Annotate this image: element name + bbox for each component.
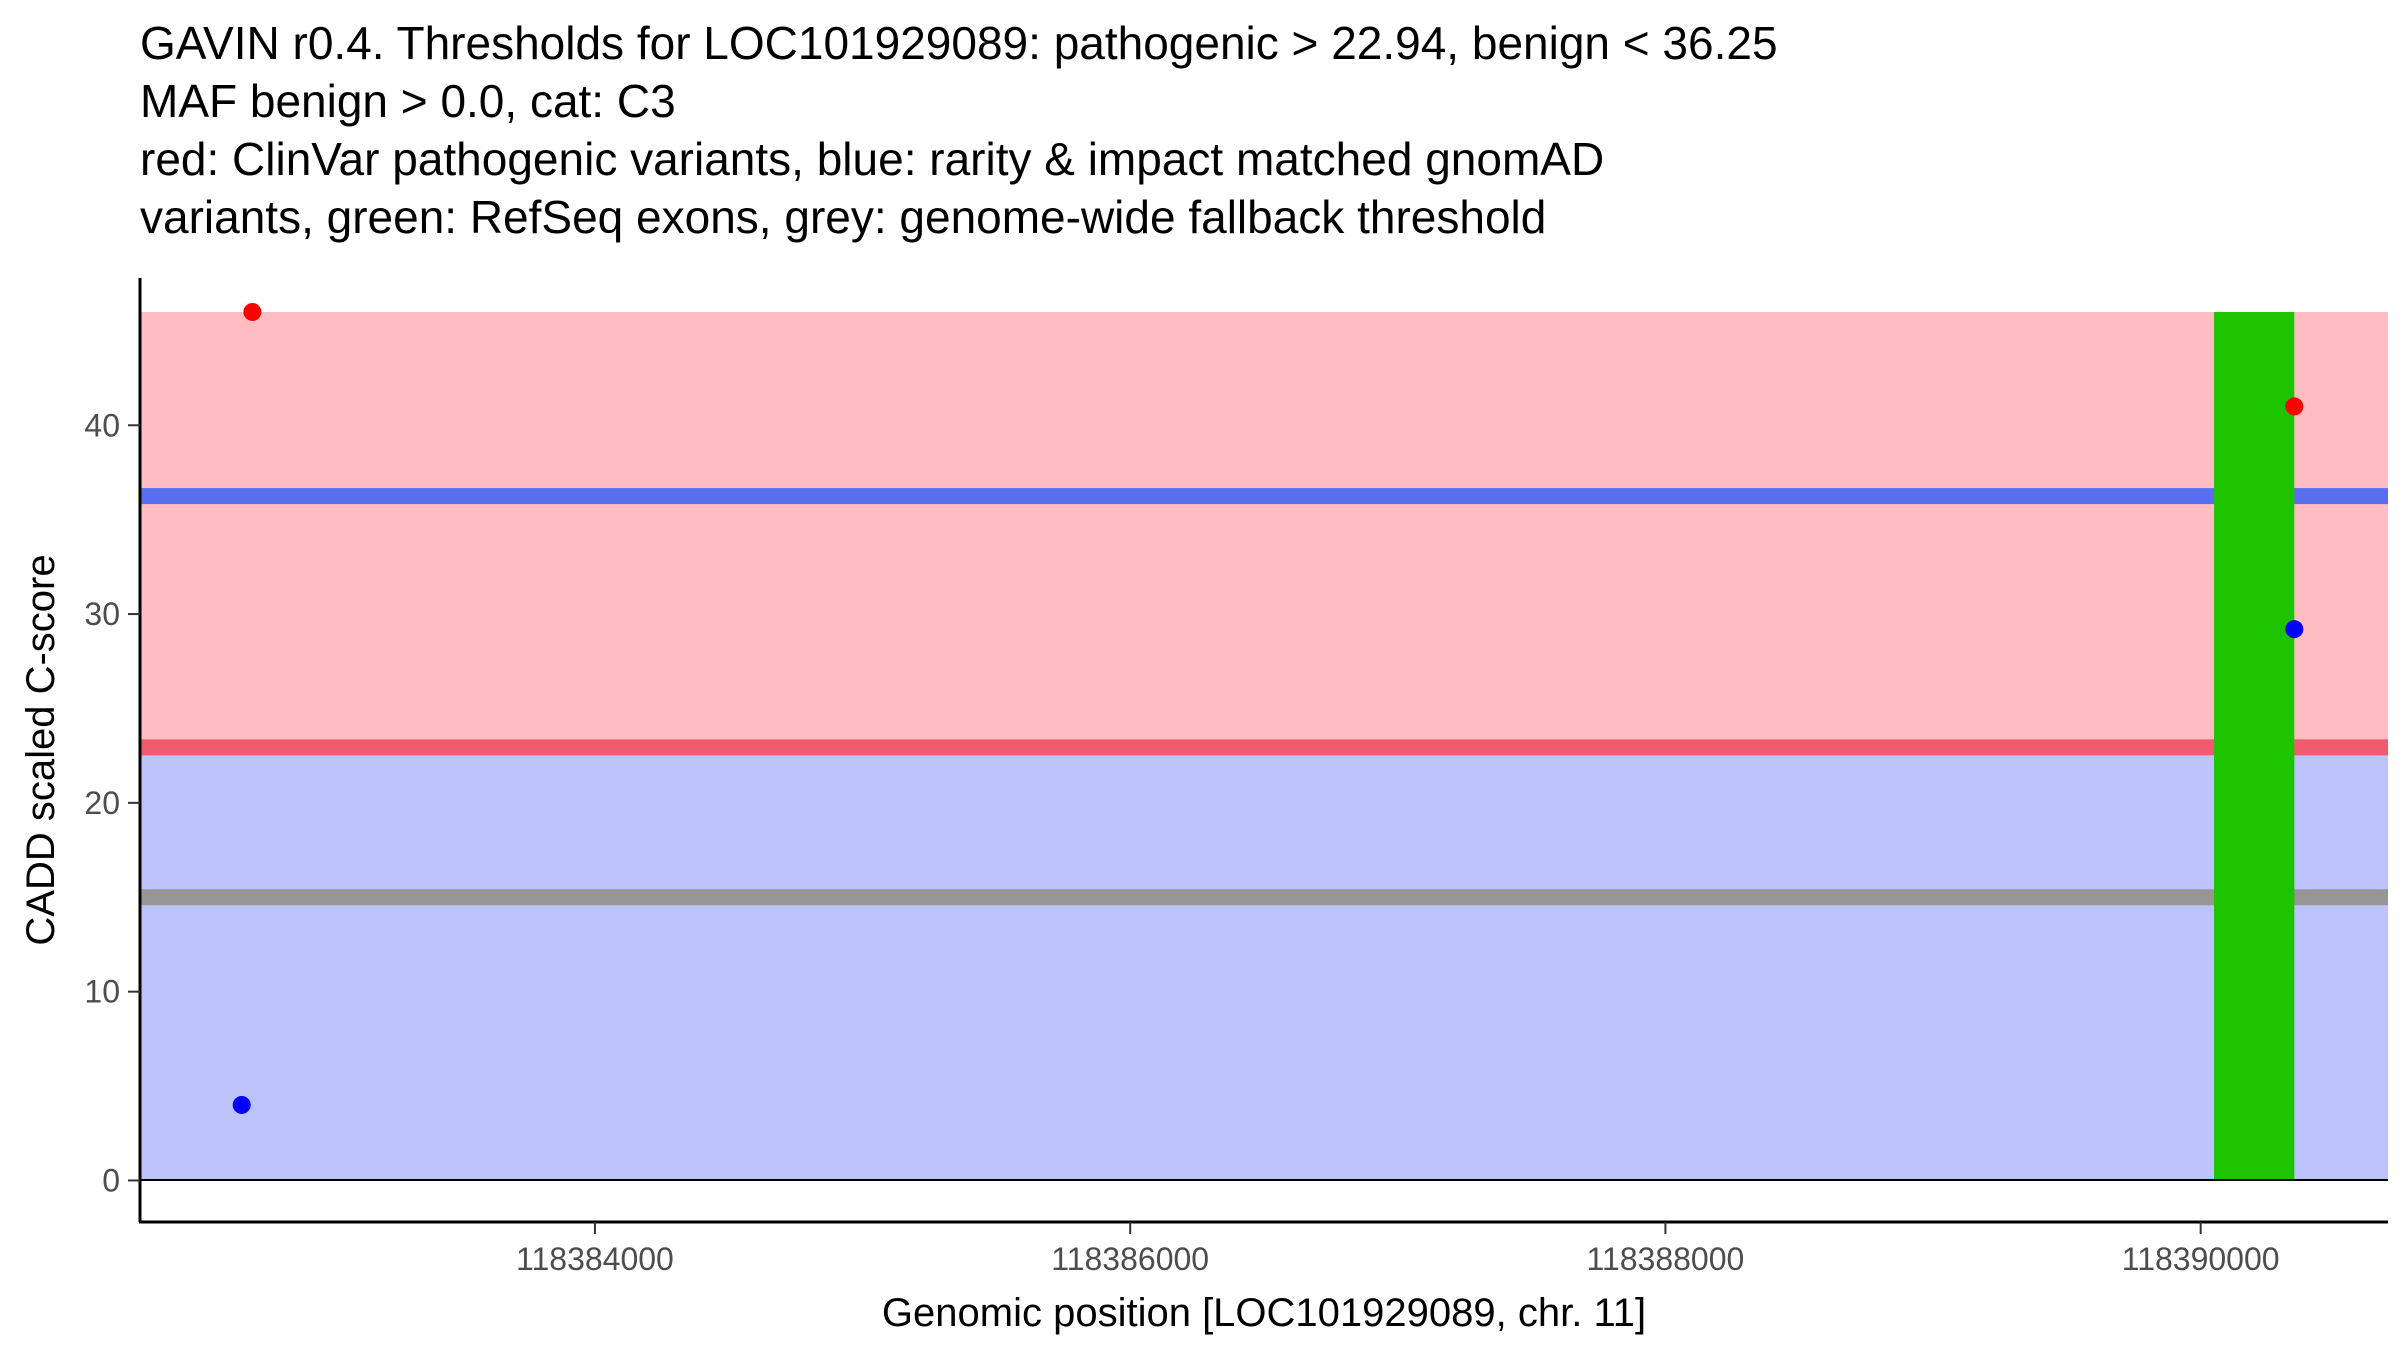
exon-bar — [2214, 311, 2295, 1181]
axes — [138, 278, 2388, 1224]
y-tick-label: 20 — [84, 785, 120, 821]
x-tick-label: 118384000 — [516, 1241, 674, 1277]
exon-bars — [2214, 311, 2295, 1181]
y-tick-label: 10 — [84, 974, 120, 1010]
pathogenic-region — [140, 311, 2388, 748]
title-line: red: ClinVar pathogenic variants, blue: … — [140, 133, 1605, 185]
x-axis-label: Genomic position [LOC101929089, chr. 11] — [882, 1291, 1646, 1335]
title-line: variants, green: RefSeq exons, grey: gen… — [140, 191, 1547, 243]
x-ticks: 118384000 118386000 118388000 118390000 — [516, 1222, 2280, 1277]
fallback-threshold-line — [140, 889, 2388, 906]
data-point — [2285, 620, 2304, 639]
title-line: GAVIN r0.4. Thresholds for LOC101929089:… — [140, 17, 1778, 69]
threshold-lines — [140, 488, 2388, 906]
benign-threshold-line — [140, 488, 2388, 505]
data-points — [232, 302, 2304, 1114]
chart-title: GAVIN r0.4. Thresholds for LOC101929089:… — [140, 14, 1778, 246]
background-regions — [140, 311, 2388, 1181]
y-axis-label: CADD scaled C-score — [19, 554, 63, 945]
y-tick-label: 30 — [84, 596, 120, 632]
benign-region — [140, 747, 2388, 1181]
x-tick-label: 118388000 — [1587, 1241, 1745, 1277]
pathogenic-threshold-line — [140, 739, 2388, 756]
x-tick-label: 118390000 — [2122, 1241, 2280, 1277]
title-line: MAF benign > 0.0, cat: C3 — [140, 75, 676, 127]
y-ticks: 0 10 20 30 40 — [84, 407, 140, 1198]
x-tick-label: 118386000 — [1051, 1241, 1209, 1277]
y-tick-label: 0 — [102, 1162, 120, 1198]
data-point — [232, 1095, 251, 1114]
data-point — [243, 302, 262, 321]
data-point — [2285, 397, 2304, 416]
y-tick-label: 40 — [84, 407, 120, 443]
